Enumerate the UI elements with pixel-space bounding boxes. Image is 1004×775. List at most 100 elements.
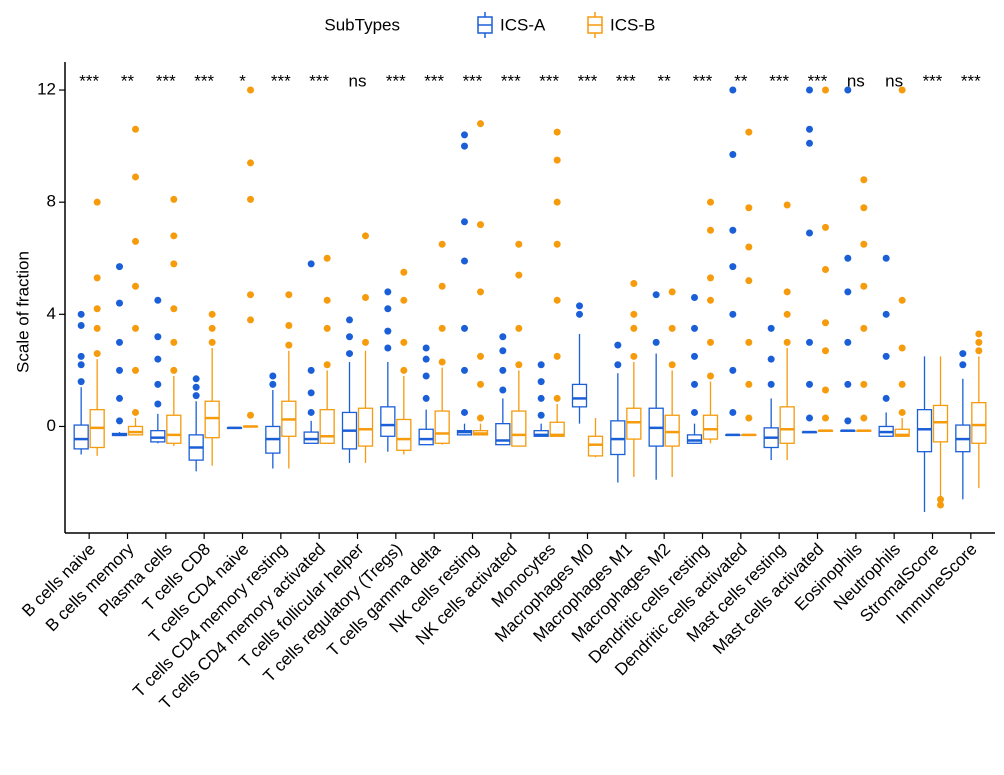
outlier <box>461 257 468 265</box>
outlier <box>285 291 293 299</box>
outlier <box>937 495 944 503</box>
outlier <box>170 260 178 268</box>
outlier <box>362 294 369 301</box>
outlier <box>400 296 408 304</box>
outlier <box>116 417 123 425</box>
outlier <box>307 366 315 374</box>
outlier <box>668 324 676 332</box>
outlier <box>806 86 813 94</box>
box <box>319 408 335 444</box>
outlier <box>707 338 714 346</box>
box <box>150 430 166 443</box>
outlier <box>285 341 293 349</box>
outlier <box>860 414 868 422</box>
outlier <box>477 221 484 229</box>
outlier <box>959 350 967 358</box>
outlier <box>806 139 813 147</box>
outlier <box>477 352 484 360</box>
significance-label: ** <box>658 71 672 90</box>
outlier <box>170 305 178 313</box>
outlier <box>208 324 216 332</box>
outlier <box>844 254 852 262</box>
outlier <box>614 361 622 369</box>
outlier <box>729 151 737 159</box>
outlier <box>729 226 737 234</box>
outlier <box>822 265 829 273</box>
outlier <box>898 296 906 304</box>
outlier <box>553 394 561 402</box>
outlier <box>630 324 638 332</box>
significance-label: ns <box>885 71 903 90</box>
y-axis-label: Scale of fraction <box>13 251 32 373</box>
outlier <box>860 204 868 212</box>
outlier <box>116 299 123 307</box>
outlier <box>745 243 753 251</box>
box <box>610 420 626 456</box>
outlier <box>400 338 408 346</box>
outlier <box>154 333 162 341</box>
legend-label: ICS-A <box>500 15 546 34</box>
outlier <box>154 296 162 304</box>
significance-label: *** <box>309 71 329 90</box>
outlier <box>422 344 430 352</box>
outlier <box>822 414 829 422</box>
outlier <box>285 322 293 330</box>
box <box>571 383 588 408</box>
outlier <box>499 347 507 355</box>
outlier <box>422 394 430 402</box>
outlier <box>247 316 254 324</box>
legend-title: SubTypes <box>324 15 400 34</box>
outlier <box>806 125 813 133</box>
outlier <box>170 338 178 346</box>
outlier <box>975 338 983 346</box>
outlier <box>362 232 369 240</box>
outlier <box>247 291 254 299</box>
outlier <box>729 86 737 94</box>
significance-label: *** <box>424 71 444 90</box>
significance-label: ns <box>847 71 865 90</box>
outlier <box>384 288 392 296</box>
outlier <box>729 263 737 271</box>
outlier <box>668 288 676 296</box>
outlier <box>77 322 85 330</box>
box <box>702 414 719 440</box>
outlier <box>937 501 944 509</box>
outlier <box>132 282 139 290</box>
outlier <box>844 288 852 296</box>
outlier <box>822 86 829 94</box>
outlier <box>898 344 906 352</box>
outlier <box>346 350 353 358</box>
outlier <box>132 408 139 416</box>
outlier <box>461 142 468 150</box>
outlier <box>77 310 85 318</box>
box <box>73 424 89 450</box>
outlier <box>346 316 353 324</box>
outlier <box>93 350 101 358</box>
outlier <box>882 352 890 360</box>
outlier <box>307 260 315 268</box>
outlier <box>745 128 753 136</box>
outlier <box>844 417 852 425</box>
outlier <box>553 128 561 136</box>
outlier <box>461 131 468 139</box>
significance-label: * <box>239 71 246 90</box>
outlier <box>384 305 392 313</box>
outlier <box>783 310 791 318</box>
outlier <box>975 330 983 338</box>
outlier <box>307 408 315 416</box>
outlier <box>652 291 660 299</box>
outlier <box>860 176 868 184</box>
box <box>686 434 703 444</box>
legend-label: ICS-B <box>610 15 655 34</box>
outlier <box>537 394 545 402</box>
significance-label: *** <box>923 71 943 90</box>
outlier <box>422 355 430 363</box>
box <box>932 404 949 443</box>
outlier <box>729 408 737 416</box>
outlier <box>247 159 254 167</box>
box <box>380 406 396 437</box>
outlier <box>461 366 468 374</box>
outlier <box>116 338 123 346</box>
outlier <box>707 226 714 234</box>
